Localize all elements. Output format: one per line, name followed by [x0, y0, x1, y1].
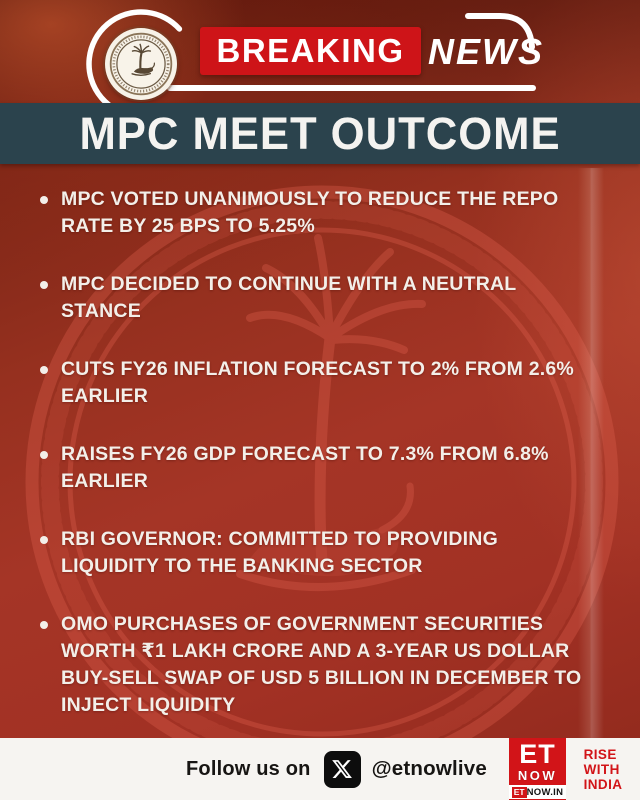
page-title: MPC MEET OUTCOME	[79, 107, 561, 159]
etnow-logo-box: ET NOW ET NOW.IN	[509, 738, 566, 800]
bullet-neutral-stance: MPC DECIDED TO CONTINUE WITH A NEUTRAL S…	[61, 273, 517, 322]
footer-bar: Follow us on @etnowlive ET NOW ET NOW.IN…	[0, 738, 640, 800]
list-item: RAISES FY26 GDP FORECAST TO 7.3% FROM 6.…	[40, 441, 606, 495]
breaking-label: BREAKING	[216, 32, 405, 69]
bullet-liquidity-commitment: RBI GOVERNOR: COMMITTED TO PROVIDING LIQ…	[61, 528, 498, 577]
breaking-news-banner: BREAKING NEWS	[0, 0, 640, 103]
list-item: MPC VOTED UNANIMOUSLY TO REDUCE THE REPO…	[40, 186, 606, 240]
twitter-handle: @etnowlive	[371, 757, 487, 780]
bullet-gdp-forecast: RAISES FY26 GDP FORECAST TO 7.3% FROM 6.…	[61, 443, 549, 492]
list-item: RBI GOVERNOR: COMMITTED TO PROVIDING LIQ…	[40, 526, 606, 580]
x-logo-icon	[323, 750, 361, 788]
bullet-dot	[40, 281, 48, 289]
list-item: OMO PURCHASES OF GOVERNMENT SECURITIES W…	[40, 611, 606, 719]
bullet-dot	[40, 196, 48, 204]
bullet-omo-purchases: OMO PURCHASES OF GOVERNMENT SECURITIES W…	[61, 613, 582, 716]
bullet-inflation-forecast: CUTS FY26 INFLATION FORECAST TO 2% FROM …	[61, 358, 574, 407]
etnow-now-text: NOW	[517, 768, 558, 783]
etnow-domain-et: ET	[511, 786, 527, 798]
etnow-et-text: ET	[519, 739, 556, 769]
title-band: MPC MEET OUTCOME	[0, 103, 640, 164]
etnow-domain-rest: NOW.IN	[526, 786, 564, 798]
rise-with-india-tagline: RISE WITH INDIA	[583, 746, 623, 792]
outcome-bullet-list: MPC VOTED UNANIMOUSLY TO REDUCE THE REPO…	[40, 186, 606, 719]
bullet-dot	[40, 621, 48, 629]
follow-us-label: Follow us on	[185, 757, 311, 780]
breaking-label-box: BREAKING	[200, 27, 421, 75]
etnow-domain: ET NOW.IN	[509, 785, 566, 799]
list-item: MPC DECIDED TO CONTINUE WITH A NEUTRAL S…	[40, 271, 606, 325]
bullet-dot	[40, 536, 48, 544]
bullet-dot	[40, 366, 48, 374]
etnow-logo: ET NOW ET NOW.IN RISE WITH INDIA	[509, 738, 640, 800]
bullet-dot	[40, 451, 48, 459]
rbi-seal-icon	[105, 28, 177, 100]
news-label: NEWS	[428, 31, 544, 72]
follow-group: Follow us on @etnowlive	[185, 750, 487, 788]
list-item: CUTS FY26 INFLATION FORECAST TO 2% FROM …	[40, 356, 606, 410]
banner-bracket-lines	[86, 9, 536, 103]
bullet-repo-rate: MPC VOTED UNANIMOUSLY TO REDUCE THE REPO…	[61, 188, 559, 237]
